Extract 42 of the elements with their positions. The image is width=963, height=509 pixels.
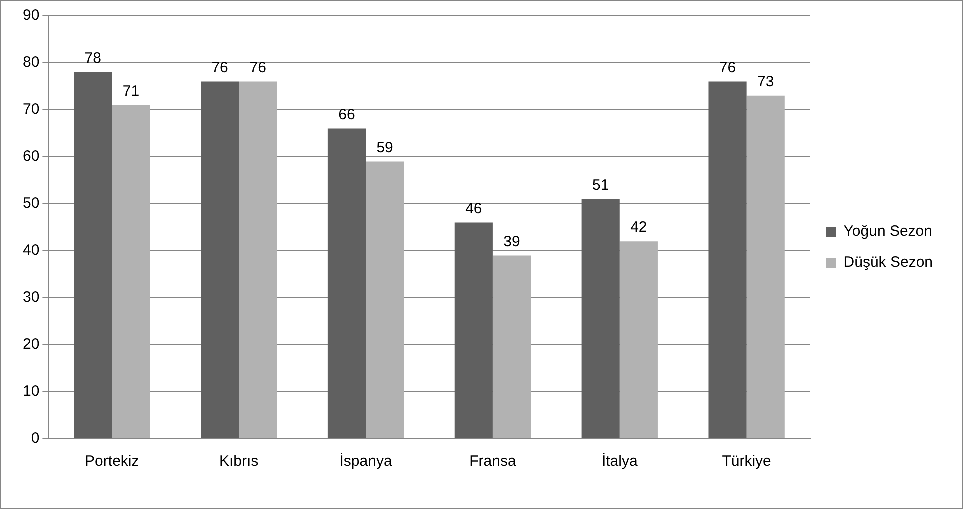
bar xyxy=(746,96,785,438)
bar xyxy=(366,162,404,438)
data-label: 46 xyxy=(466,200,482,218)
y-tick-label: 0 xyxy=(31,430,40,448)
x-tick-label: İspanya xyxy=(340,452,393,470)
y-tick-label: 20 xyxy=(22,336,40,354)
data-label: 73 xyxy=(758,74,774,91)
y-tick-label: 40 xyxy=(22,242,40,260)
bar xyxy=(492,256,532,438)
data-label: 76 xyxy=(212,59,228,76)
legend-label: Yoğun Sezon xyxy=(844,223,932,240)
x-tick-label: Türkiye xyxy=(722,453,772,470)
x-tick-label: Kıbrıs xyxy=(219,453,259,470)
y-tick-label: 50 xyxy=(22,195,40,212)
x-tick-label: Portekiz xyxy=(85,453,140,470)
x-tick-label: Fransa xyxy=(470,453,517,470)
data-label: 76 xyxy=(719,59,736,76)
bar xyxy=(328,128,366,438)
bar xyxy=(582,199,620,438)
y-tick-label: 90 xyxy=(22,7,40,24)
data-label: 78 xyxy=(84,50,102,68)
data-label: 76 xyxy=(250,59,266,76)
data-label: 71 xyxy=(122,82,140,100)
data-label: 66 xyxy=(338,106,356,124)
y-tick-label: 80 xyxy=(22,54,40,72)
bar xyxy=(112,105,150,438)
data-label: 39 xyxy=(504,233,520,250)
y-tick-label: 30 xyxy=(22,289,40,306)
bar xyxy=(74,72,112,438)
bar xyxy=(201,82,240,438)
bar xyxy=(620,242,658,438)
data-label: 42 xyxy=(630,219,648,236)
bar xyxy=(454,222,493,438)
bar xyxy=(708,82,747,438)
y-tick-label: 60 xyxy=(22,148,40,166)
y-tick-label: 70 xyxy=(22,101,40,118)
legend-label: Düşük Sezon xyxy=(844,254,933,272)
data-label: 51 xyxy=(592,176,610,194)
data-label: 59 xyxy=(376,139,394,156)
x-tick-label: İtalya xyxy=(602,452,638,470)
y-tick-label: 10 xyxy=(22,383,40,400)
bar xyxy=(239,82,278,438)
